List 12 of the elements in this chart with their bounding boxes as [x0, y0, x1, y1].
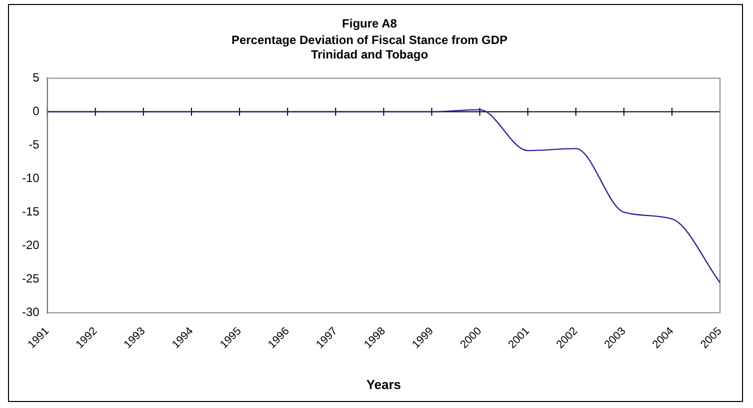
- y-tick-label: 0: [32, 104, 40, 118]
- chart-title: Figure A8: [342, 16, 398, 31]
- chart-subtitle: Percentage Deviation of Fiscal Stance from GDP Trinidad and Tobago: [231, 32, 508, 62]
- y-tick-label: 5: [32, 70, 40, 85]
- y-tick-label: -20: [22, 238, 40, 252]
- y-tick-label: -25: [22, 272, 40, 286]
- y-tick-label: -30: [22, 305, 40, 320]
- x-axis-title: Years: [366, 376, 402, 392]
- y-tick-label: -15: [22, 204, 40, 219]
- y-tick-label: -5: [28, 138, 40, 152]
- line-series: [46, 109, 721, 284]
- y-tick-label: -10: [22, 171, 40, 186]
